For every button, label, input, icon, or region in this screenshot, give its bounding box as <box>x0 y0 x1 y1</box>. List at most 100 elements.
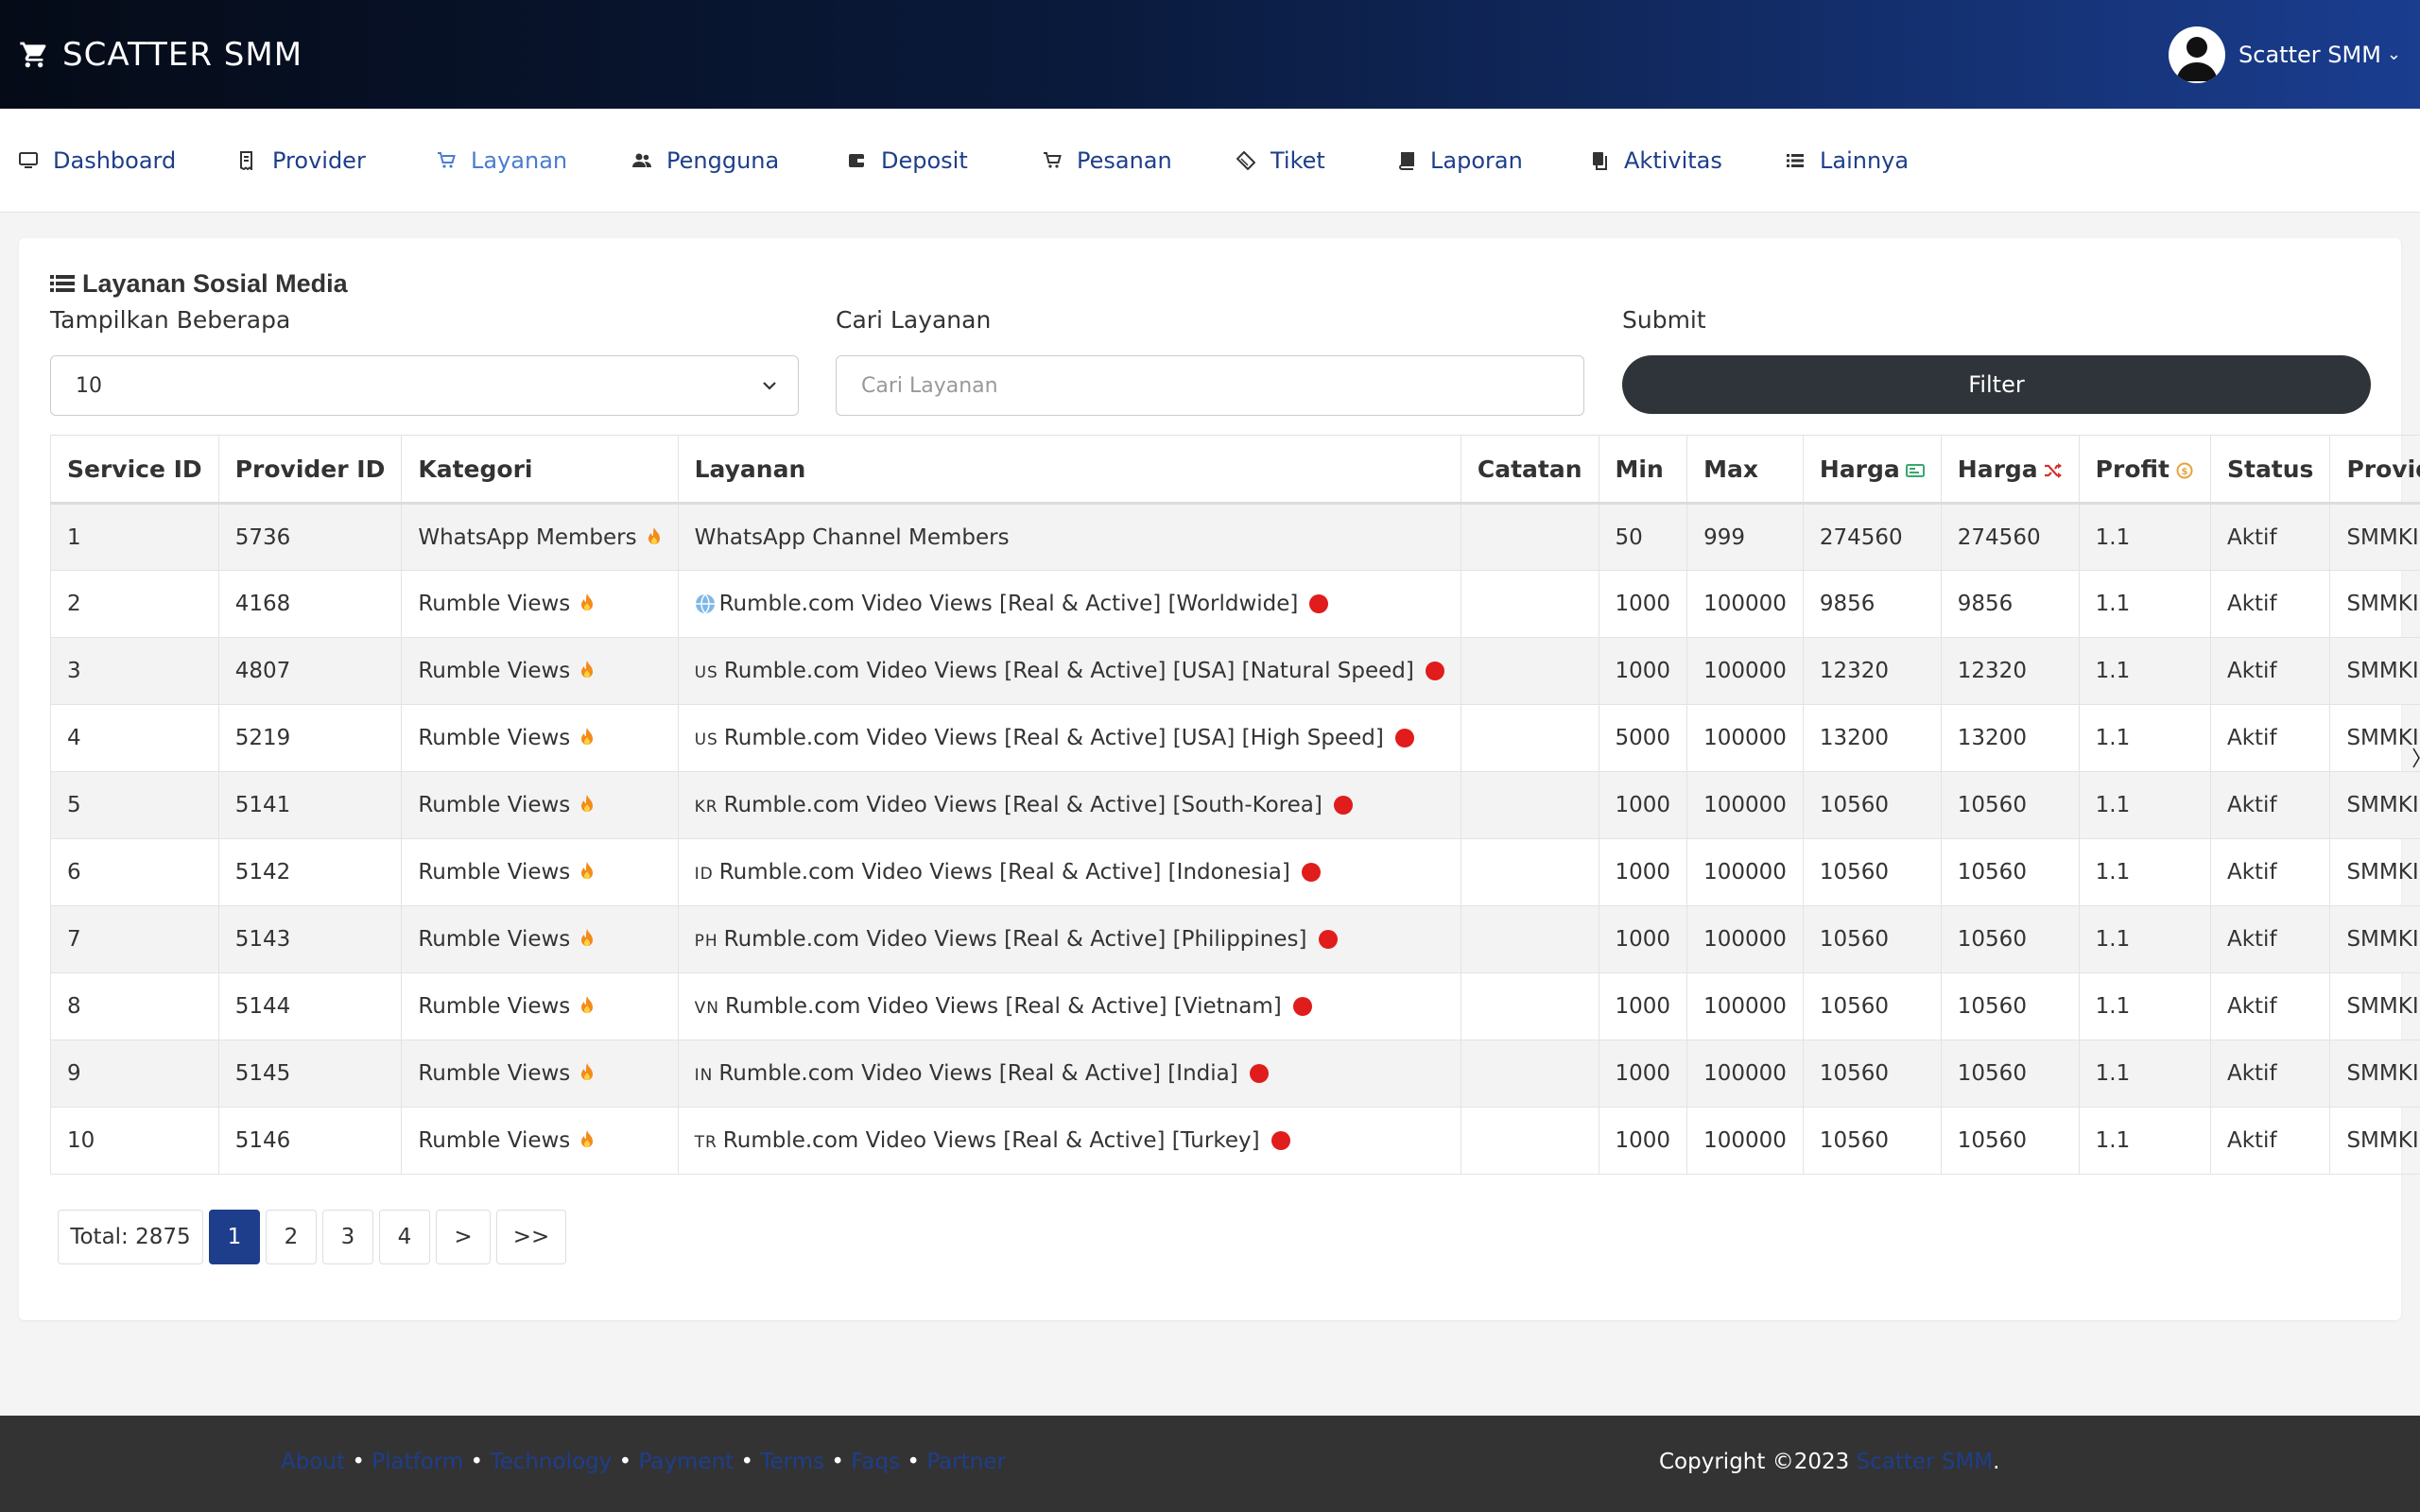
users-icon <box>632 153 651 167</box>
kategori-text: Rumble Views <box>418 994 571 1019</box>
cell-provider: SMMKINGS <box>2329 637 2420 705</box>
page-4-button[interactable]: 4 <box>379 1210 430 1264</box>
kategori-text: WhatsApp Members <box>418 524 637 550</box>
page-2-button[interactable]: 2 <box>266 1210 317 1264</box>
footer-link-payment[interactable]: Payment <box>638 1450 735 1474</box>
nav-label: Tiket <box>1270 146 1325 174</box>
cell-kategori: WhatsApp Members <box>401 503 679 571</box>
cell-provider-id: 5145 <box>217 1040 403 1108</box>
th-min[interactable]: Min <box>1598 435 1688 505</box>
cell-provider-id: 5146 <box>217 1107 403 1175</box>
filter-button[interactable]: Filter <box>1622 355 2371 414</box>
cell-service-id: 3 <box>50 637 219 705</box>
th-layanan[interactable]: Layanan <box>677 435 1461 505</box>
th-service-id[interactable]: Service ID <box>50 435 219 505</box>
cell-max: 100000 <box>1686 771 1804 839</box>
page-1-button[interactable]: 1 <box>209 1210 260 1264</box>
footer-link-partner[interactable]: Partner <box>926 1450 1006 1474</box>
cell-catatan <box>1460 1107 1599 1175</box>
fire-icon <box>648 526 660 544</box>
user-menu[interactable]: Scatter SMM ⌄ <box>2169 26 2401 83</box>
cell-catatan <box>1460 503 1599 571</box>
cell-catatan <box>1460 570 1599 638</box>
cell-service-id: 1 <box>50 503 219 571</box>
cell-harga-base: 274560 <box>1802 503 1942 571</box>
nav-label: Layanan <box>471 146 568 174</box>
total-count: Total: 2875 <box>58 1210 203 1264</box>
th-provider[interactable]: Provider <box>2329 435 2420 505</box>
cell-max: 100000 <box>1686 570 1804 638</box>
cell-profit: 1.1 <box>2078 905 2211 973</box>
th-kategori[interactable]: Kategori <box>401 435 679 505</box>
th-max[interactable]: Max <box>1686 435 1804 505</box>
cell-kategori: Rumble Views <box>401 1107 679 1175</box>
last-page-button[interactable]: >> <box>496 1210 566 1264</box>
cell-harga-final: 10560 <box>1940 972 2080 1040</box>
cell-harga-final: 10560 <box>1940 838 2080 906</box>
cell-status: Aktif <box>2209 905 2331 973</box>
footer-link-terms[interactable]: Terms <box>760 1450 825 1474</box>
cell-profit: 1.1 <box>2078 972 2211 1040</box>
footer-link-about[interactable]: About <box>281 1450 346 1474</box>
monitor-icon <box>19 151 38 168</box>
nav-laporan[interactable]: Laporan <box>1396 147 1590 174</box>
footer-link-technology[interactable]: Technology <box>490 1450 613 1474</box>
search-input[interactable]: Cari Layanan <box>836 355 1584 416</box>
page-3-button[interactable]: 3 <box>322 1210 373 1264</box>
cell-profit: 1.1 <box>2078 1107 2211 1175</box>
cell-profit: 1.1 <box>2078 1040 2211 1108</box>
nav-pesanan[interactable]: Pesanan <box>1043 147 1236 174</box>
cell-min: 1000 <box>1598 905 1688 973</box>
cell-service-id: 10 <box>50 1107 219 1175</box>
cell-kategori: Rumble Views <box>401 637 679 705</box>
cell-profit: 1.1 <box>2078 570 2211 638</box>
nav-dashboard[interactable]: Dashboard <box>19 147 238 174</box>
th-status[interactable]: Status <box>2209 435 2331 505</box>
th-harga-final[interactable]: Harga <box>1940 435 2080 505</box>
nav-aktivitas[interactable]: Aktivitas <box>1590 147 1786 174</box>
brand[interactable]: SCATTER SMM <box>19 36 302 74</box>
table-row: 9 5145 Rumble Views IN Rumble.com Video View… <box>50 1040 2420 1108</box>
cell-layanan: US Rumble.com Video Views [Real & Active]… <box>677 637 1461 705</box>
cell-layanan: Rumble.com Video Views [Real & Active] [… <box>677 570 1461 638</box>
cell-min: 1000 <box>1598 1040 1688 1108</box>
nav-pengguna[interactable]: Pengguna <box>632 147 847 174</box>
cell-min: 1000 <box>1598 972 1688 1040</box>
status-dot-icon <box>1309 594 1329 613</box>
next-page-button[interactable]: > <box>436 1210 491 1264</box>
book-icon <box>1399 151 1414 170</box>
th-harga-label: Harga <box>1957 455 2038 483</box>
kategori-text: Rumble Views <box>418 793 571 817</box>
th-harga-base[interactable]: Harga <box>1802 435 1942 505</box>
nav-deposit[interactable]: Deposit <box>847 147 1043 174</box>
cell-kategori: Rumble Views <box>401 972 679 1040</box>
kategori-text: Rumble Views <box>418 592 571 616</box>
kategori-text: Rumble Views <box>418 1128 571 1153</box>
copyright-link[interactable]: Scatter SMM <box>1856 1450 1994 1474</box>
nav-label: Provider <box>272 146 366 174</box>
th-catatan[interactable]: Catatan <box>1460 435 1599 505</box>
status-dot-icon <box>1333 796 1353 815</box>
cell-provider: SMMKINGS <box>2329 704 2420 772</box>
show-count-select[interactable]: 10 <box>50 355 799 416</box>
submit-group: Submit Filter <box>1622 306 2371 414</box>
status-dot-icon <box>1249 1064 1269 1083</box>
nav-lainnya[interactable]: Lainnya <box>1786 147 1975 174</box>
cell-harga-final: 12320 <box>1940 637 2080 705</box>
footer-link-platform[interactable]: Platform <box>372 1450 464 1474</box>
table-row: 6 5142 Rumble Views ID Rumble.com Video View… <box>50 838 2420 906</box>
th-profit[interactable]: Profit $ <box>2078 435 2211 505</box>
cell-harga-base: 10560 <box>1802 972 1942 1040</box>
nav-layanan[interactable]: Layanan <box>437 147 632 174</box>
cell-layanan: US Rumble.com Video Views [Real & Active]… <box>677 704 1461 772</box>
cell-service-id: 6 <box>50 838 219 906</box>
pagination: Total: 2875 1 2 3 4 > >> <box>58 1210 572 1264</box>
cell-provider: SMMKINGS <box>2329 503 2420 571</box>
receipt-icon <box>240 150 252 170</box>
th-provider-id[interactable]: Provider ID <box>217 435 403 505</box>
nav-provider[interactable]: Provider <box>238 147 437 174</box>
footer-link-faqs[interactable]: Faqs <box>851 1450 901 1474</box>
copyright-suffix: . <box>1993 1450 2000 1474</box>
fire-icon <box>581 593 594 610</box>
nav-tiket[interactable]: Tiket <box>1236 147 1396 174</box>
